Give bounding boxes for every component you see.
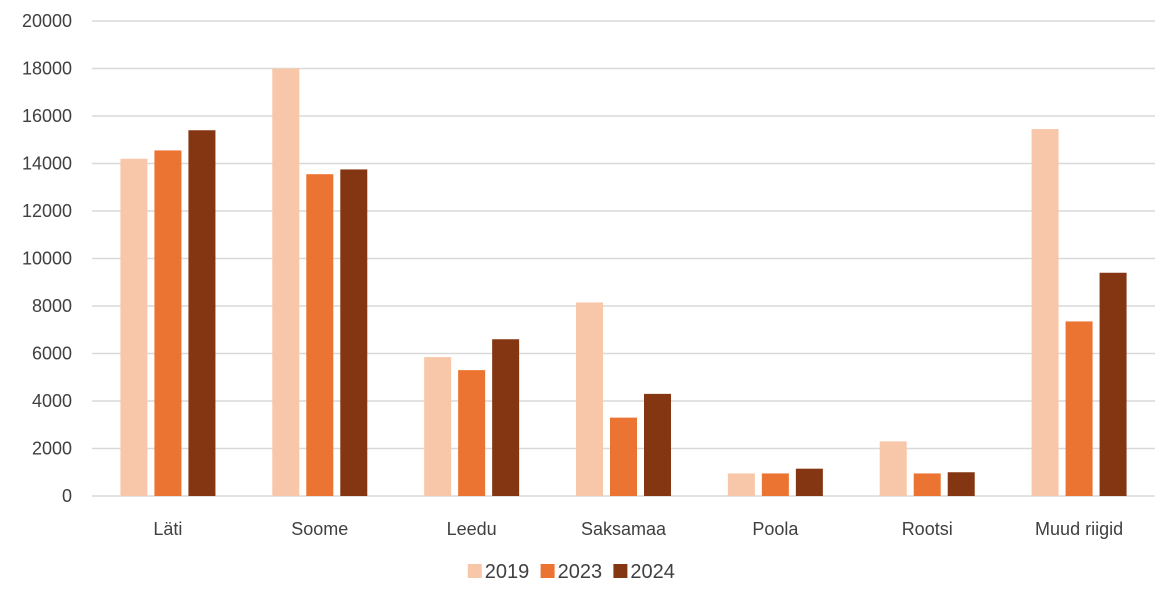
bar-2024-muud-riigid: [1099, 272, 1127, 496]
x-category-label: Leedu: [447, 519, 497, 539]
y-axis-tick-labels: 0 2000 4000 6000 8000 10000 12000 14000 16000 180…: [22, 11, 72, 506]
bar-2019-soome: [272, 68, 300, 496]
y-tick-label: 14000: [22, 154, 72, 174]
bar-2024-soome: [340, 169, 368, 496]
bar-2023-rootsi: [913, 473, 941, 496]
y-tick-label: 4000: [32, 391, 72, 411]
bar-2024-saksamaa: [644, 393, 671, 496]
legend-swatch: [540, 564, 555, 578]
y-tick-label: 12000: [22, 201, 72, 221]
legend: 2019 2023 2024: [467, 561, 675, 583]
bar-2024-poola: [795, 468, 823, 496]
legend-label: 2023: [558, 561, 603, 583]
y-tick-label: 18000: [22, 59, 72, 79]
y-tick-label: 0: [62, 486, 72, 506]
y-tick-label: 10000: [22, 249, 72, 269]
legend-item-2019: 2019: [467, 561, 530, 583]
bar-2019-rootsi: [879, 441, 907, 496]
bar-2024-leedu: [492, 339, 520, 496]
legend-swatch: [467, 564, 482, 578]
legend-label: 2024: [630, 561, 675, 583]
x-category-label: Soome: [291, 519, 348, 539]
x-category-label: Rootsi: [902, 519, 953, 539]
legend-item-2023: 2023: [540, 561, 603, 583]
x-axis-category-labels: Läti Soome Leedu Saksamaa Poola Rootsi Muud ri…: [153, 519, 1123, 539]
x-category-label: Poola: [752, 519, 799, 539]
x-category-label: Läti: [153, 519, 182, 539]
bar-2024-rootsi: [947, 472, 975, 496]
x-category-label: Muud riigid: [1035, 519, 1123, 539]
bar-2023-läti: [154, 150, 182, 496]
bar-2023-poola: [761, 473, 789, 496]
legend-swatch: [613, 564, 628, 578]
y-tick-label: 6000: [32, 344, 72, 364]
bar-2019-muud-riigid: [1031, 129, 1059, 496]
bar-2023-leedu: [458, 370, 486, 496]
gridlines: [92, 20, 1155, 497]
bars: [120, 68, 1127, 496]
legend-item-2024: 2024: [613, 561, 675, 583]
bar-2024-läti: [188, 130, 216, 496]
bar-2019-läti: [120, 158, 148, 496]
bar-2019-saksamaa: [576, 302, 603, 496]
y-tick-label: 16000: [22, 106, 72, 126]
bar-2023-muud-riigid: [1065, 321, 1093, 496]
bar-2019-leedu: [424, 357, 452, 496]
y-tick-label: 2000: [32, 439, 72, 459]
x-category-label: Saksamaa: [581, 519, 667, 539]
y-tick-label: 8000: [32, 296, 72, 316]
y-tick-label: 20000: [22, 11, 72, 31]
bar-2023-soome: [306, 174, 334, 496]
legend-label: 2019: [485, 561, 530, 583]
bar-2023-saksamaa: [610, 417, 637, 496]
bar-2019-poola: [727, 473, 755, 496]
